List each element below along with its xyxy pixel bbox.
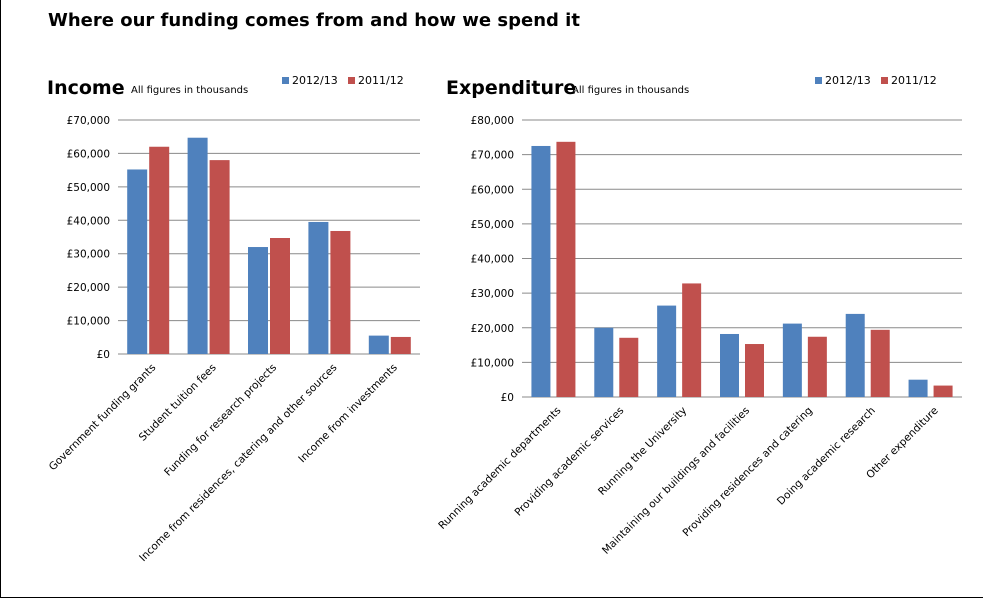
expenditure-ytick-label: £50,000 bbox=[471, 219, 514, 231]
expenditure-ytick-label: £30,000 bbox=[471, 288, 514, 300]
income-bar-2012-13-2 bbox=[248, 247, 268, 354]
expenditure-bar-2012-13-5 bbox=[845, 313, 865, 397]
expenditure-bar-2012-13-3 bbox=[720, 333, 739, 397]
income-bar-2011-12-4 bbox=[390, 336, 411, 354]
income-legend-label-0: 2012/13 bbox=[292, 74, 338, 87]
income-ytick-label: £60,000 bbox=[67, 148, 110, 160]
expenditure-legend-label-0: 2012/13 bbox=[825, 74, 871, 87]
income-ytick-label: £20,000 bbox=[67, 282, 110, 294]
expenditure-ytick-label: £70,000 bbox=[471, 150, 514, 162]
expenditure-bar-2011-12-4 bbox=[807, 336, 827, 397]
expenditure-category-label: Running academic departments bbox=[436, 405, 563, 532]
expenditure-ytick-label: £40,000 bbox=[471, 254, 514, 266]
income-chart-subtitle: All figures in thousands bbox=[131, 85, 248, 96]
income-bar-2011-12-3 bbox=[330, 230, 351, 354]
expenditure-bar-2011-12-3 bbox=[745, 344, 764, 397]
expenditure-legend-label-1: 2011/12 bbox=[891, 74, 937, 87]
expenditure-category-label: Providing residences and catering bbox=[680, 405, 815, 540]
income-bar-2012-13-1 bbox=[187, 137, 208, 354]
income-chart-title: Income bbox=[47, 77, 125, 99]
expenditure-bar-2012-13-0 bbox=[531, 145, 551, 397]
expenditure-bar-2011-12-0 bbox=[556, 141, 576, 397]
income-ytick-label: £30,000 bbox=[67, 249, 110, 261]
income-bar-2012-13-0 bbox=[127, 169, 148, 354]
income-bar-2011-12-2 bbox=[270, 238, 290, 354]
expenditure-chart-subtitle: All figures in thousands bbox=[572, 85, 689, 96]
expenditure-legend-swatch-0 bbox=[815, 77, 822, 84]
expenditure-bar-2012-13-1 bbox=[594, 327, 614, 397]
expenditure-ytick-label: £80,000 bbox=[471, 115, 514, 127]
page-title: Where our funding comes from and how we … bbox=[48, 10, 580, 31]
income-ytick-label: £50,000 bbox=[67, 182, 110, 194]
income-legend-swatch-1 bbox=[348, 77, 355, 84]
income-bar-2011-12-1 bbox=[209, 160, 230, 354]
expenditure-bar-2012-13-2 bbox=[657, 305, 677, 397]
income-legend-swatch-0 bbox=[282, 77, 289, 84]
income-ytick-label: £10,000 bbox=[67, 316, 110, 328]
expenditure-ytick-label: £10,000 bbox=[471, 357, 514, 369]
expenditure-ytick-label: £60,000 bbox=[471, 184, 514, 196]
income-bar-2012-13-4 bbox=[368, 335, 389, 354]
expenditure-category-label: Other expenditure bbox=[864, 405, 941, 482]
income-ytick-label: £70,000 bbox=[67, 115, 110, 127]
income-chart: Income All figures in thousands 2012/13 201… bbox=[47, 74, 420, 564]
expenditure-category-label: Providing academic services bbox=[512, 405, 626, 519]
expenditure-chart-title: Expenditure bbox=[446, 77, 576, 99]
expenditure-bar-2012-13-4 bbox=[782, 323, 802, 397]
income-bar-2011-12-0 bbox=[149, 146, 170, 354]
expenditure-legend-swatch-1 bbox=[881, 77, 888, 84]
expenditure-bar-2011-12-2 bbox=[682, 283, 702, 397]
expenditure-ytick-label: £20,000 bbox=[471, 323, 514, 335]
expenditure-bar-2012-13-6 bbox=[908, 379, 928, 397]
income-ytick-label: £0 bbox=[97, 349, 110, 361]
income-bar-2012-13-3 bbox=[308, 221, 329, 354]
income-ytick-label: £40,000 bbox=[67, 215, 110, 227]
income-legend-label-1: 2011/12 bbox=[358, 74, 404, 87]
expenditure-bar-2011-12-1 bbox=[619, 337, 639, 397]
expenditure-bar-2011-12-5 bbox=[870, 329, 890, 397]
expenditure-bar-2011-12-6 bbox=[933, 385, 953, 397]
expenditure-ytick-label: £0 bbox=[501, 392, 514, 404]
